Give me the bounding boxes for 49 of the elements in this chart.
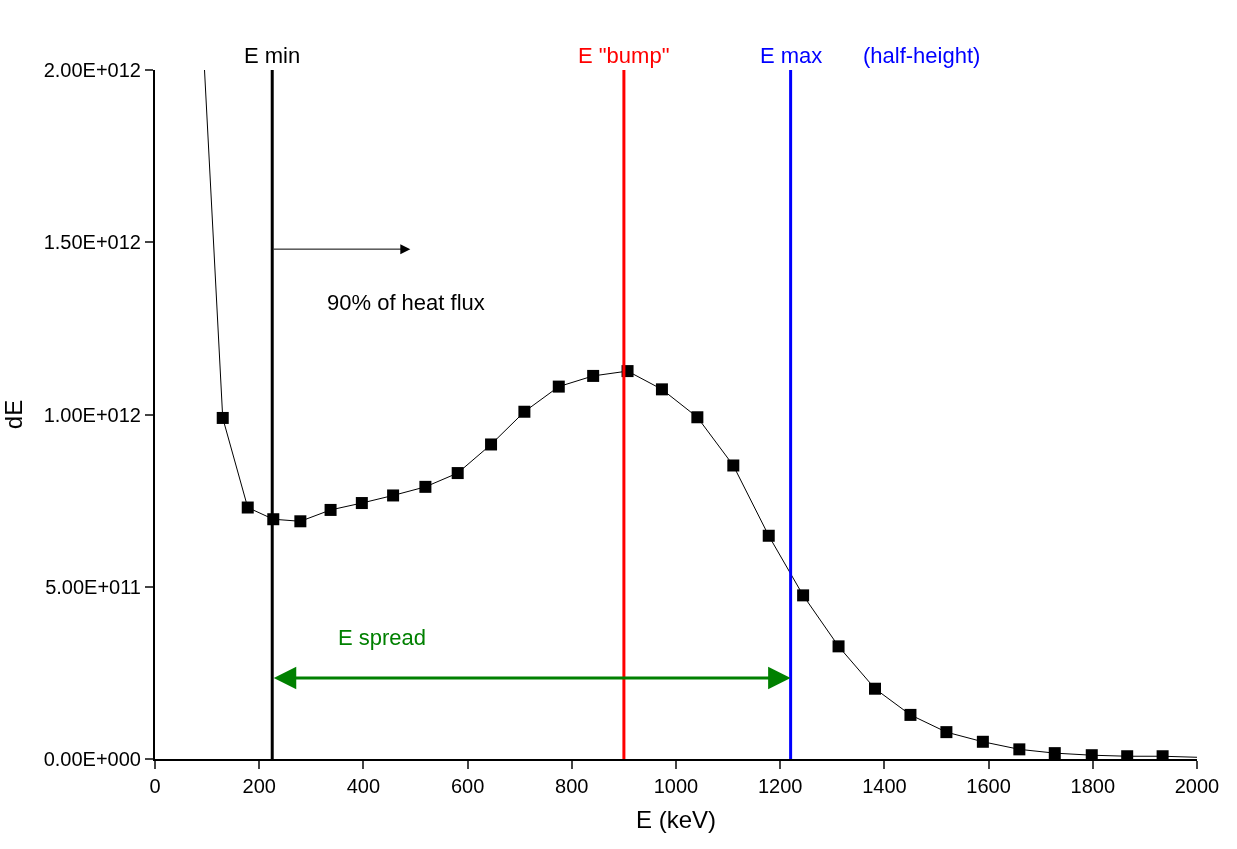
point xyxy=(1013,743,1026,756)
x-tick-label: 1800 xyxy=(1070,775,1116,797)
point xyxy=(216,411,229,424)
point xyxy=(869,682,882,695)
ref-line-label: E min xyxy=(244,43,301,68)
y-tick-label: 5.00E+011 xyxy=(45,575,141,598)
x-tick-label: 1000 xyxy=(653,775,699,797)
point xyxy=(294,515,307,528)
point xyxy=(324,503,337,516)
point xyxy=(419,480,432,493)
y-tick-label: 1.50E+012 xyxy=(43,231,141,254)
x-axis-title: E (keV) xyxy=(635,805,717,833)
point xyxy=(387,489,400,502)
point xyxy=(587,369,600,382)
point xyxy=(1085,749,1098,759)
x-tick-label: 600 xyxy=(450,775,485,797)
point xyxy=(904,708,917,721)
y-tick-label: 1.00E+012 xyxy=(43,403,141,426)
ref-line-label: E max xyxy=(760,43,823,68)
x-tick-label: 1400 xyxy=(862,775,907,797)
y-tick-label: 0.00E+000 xyxy=(43,748,141,770)
x-tick-label: 800 xyxy=(555,775,589,797)
x-tick-label: 200 xyxy=(242,775,276,797)
point xyxy=(727,459,740,472)
point xyxy=(355,497,368,510)
point xyxy=(691,411,704,424)
point xyxy=(940,726,953,739)
point xyxy=(797,589,810,602)
point xyxy=(241,501,254,514)
y-tick-label: 2.00E+012 xyxy=(43,59,141,81)
point xyxy=(762,529,775,542)
annotation: 90% of heat flux xyxy=(327,290,485,315)
point xyxy=(976,735,989,748)
point xyxy=(518,405,531,418)
x-tick-label: 1600 xyxy=(966,775,1011,797)
x-tick-label: 400 xyxy=(346,775,381,797)
point xyxy=(832,640,845,653)
x-tick-label: 1200 xyxy=(757,775,803,797)
y-axis-title: dE xyxy=(0,399,27,430)
text: (half-height) xyxy=(863,43,981,68)
point xyxy=(552,380,565,393)
point xyxy=(1048,747,1061,759)
ref-line-label: E "bump" xyxy=(578,43,670,68)
x-tick-label: 2000 xyxy=(1174,775,1220,797)
point xyxy=(485,438,498,451)
annotation: E spread xyxy=(338,625,427,650)
x-tick-label: 0 xyxy=(149,775,161,797)
point xyxy=(451,467,464,480)
point xyxy=(655,383,668,396)
